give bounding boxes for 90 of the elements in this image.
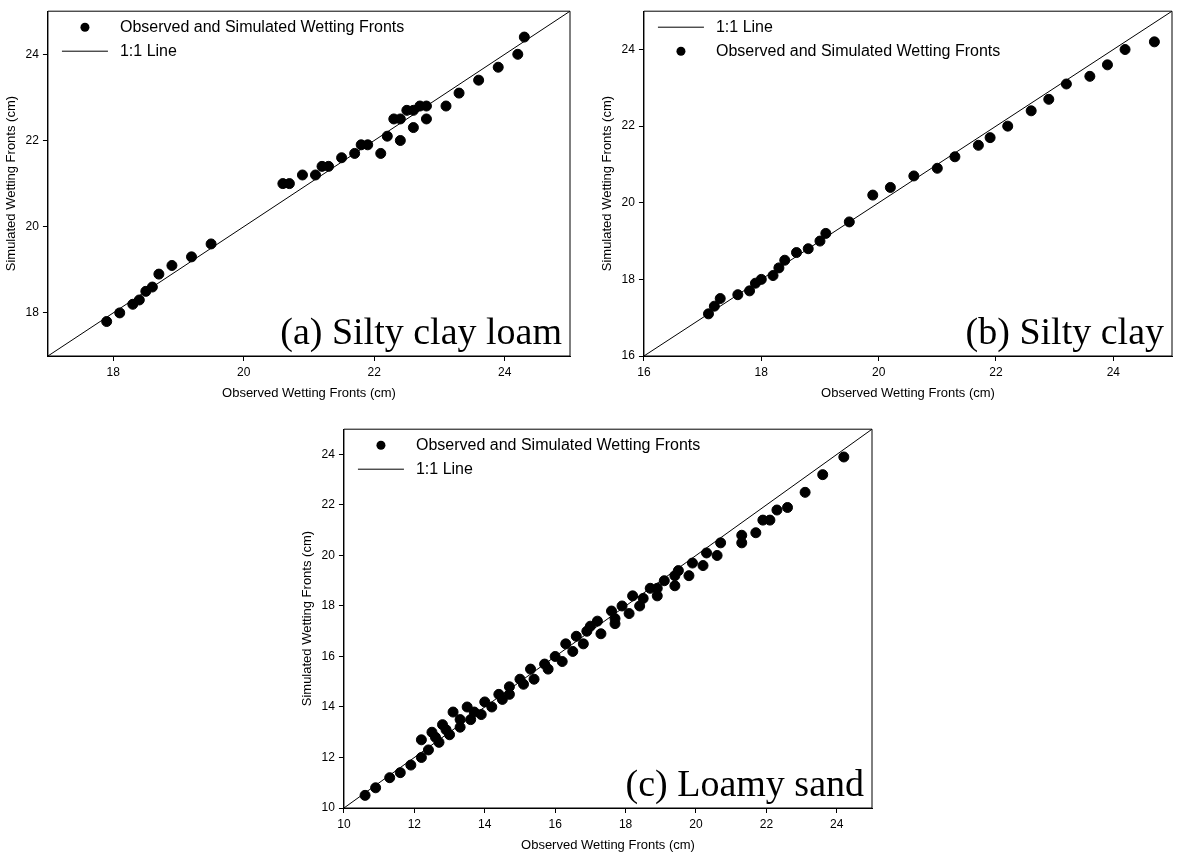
x-tick-label: 22 (759, 816, 774, 831)
point (884, 181, 896, 193)
point (453, 87, 465, 99)
y-tick-label: 18 (25, 305, 40, 320)
point (336, 152, 348, 164)
point (512, 48, 524, 60)
point (820, 227, 832, 239)
y-tick-label: 24 (25, 46, 40, 61)
point (931, 162, 943, 174)
legend-label: 1:1 Line (119, 41, 177, 59)
annotation: (b) Silty clay (965, 310, 1164, 353)
y-tick-label: 20 (321, 547, 336, 562)
point (133, 294, 145, 306)
point (1084, 70, 1096, 82)
y-tick-label: 20 (621, 195, 636, 210)
point (779, 254, 791, 266)
y-tick-label: 14 (321, 699, 336, 714)
point (867, 189, 879, 201)
x-axis-title: Observed Wetting Fronts (cm) (821, 384, 995, 400)
legend-label: Observed and Simulated Wetting Fronts (415, 435, 701, 453)
annotation: (a) Silty clay loam (280, 310, 562, 353)
y-tick-label: 24 (321, 446, 336, 461)
point (972, 139, 984, 151)
x-axis-title: Observed Wetting Fronts (cm) (521, 836, 695, 852)
y-tick-label: 22 (621, 118, 636, 133)
point (473, 74, 485, 86)
point (732, 289, 744, 301)
y-tick-label: 18 (321, 598, 336, 613)
x-tick-label: 12 (407, 816, 422, 831)
point (1025, 105, 1037, 117)
y-tick-label: 22 (321, 497, 336, 512)
point (349, 147, 361, 159)
x-tick-label: 20 (689, 816, 703, 831)
point (714, 293, 726, 305)
point (114, 307, 126, 319)
point (153, 268, 165, 280)
y-tick-label: 20 (25, 219, 40, 234)
point (1119, 44, 1131, 56)
x-tick-label: 24 (1106, 364, 1121, 379)
point (518, 31, 530, 43)
x-tick-label: 22 (367, 364, 382, 379)
point (1101, 59, 1113, 71)
x-tick-label: 20 (237, 364, 251, 379)
annotation: (c) Loamy sand (625, 762, 864, 805)
y-tick-label: 16 (621, 348, 636, 363)
point (394, 135, 406, 146)
legend-label: 1:1 Line (715, 17, 773, 35)
point (1043, 93, 1055, 105)
x-tick-label: 18 (106, 364, 121, 379)
point (186, 251, 198, 263)
legend-label: Observed and Simulated Wetting Fronts (715, 41, 1001, 59)
y-axis-title: Simulated Wetting Fronts (cm) (599, 95, 615, 272)
point (908, 170, 920, 182)
x-tick-label: 24 (830, 816, 844, 831)
x-tick-label: 20 (871, 364, 886, 379)
y-tick-label: 24 (621, 41, 636, 56)
y-tick-label: 18 (621, 271, 636, 286)
point (381, 130, 393, 142)
y-axis-title: Simulated Wetting Fronts (cm) (299, 530, 315, 707)
point (101, 316, 113, 328)
x-tick-label: 24 (498, 364, 512, 379)
point (1002, 120, 1014, 132)
x-tick-label: 16 (548, 816, 563, 831)
x-tick-label: 22 (989, 364, 1003, 379)
y-tick-label: 16 (321, 648, 336, 663)
point (407, 122, 419, 134)
point (984, 132, 996, 144)
x-axis-title: Observed Wetting Fronts (cm) (222, 384, 396, 400)
x-tick-label: 14 (478, 816, 492, 831)
point (296, 169, 308, 181)
point (420, 113, 432, 125)
y-axis-title: Simulated Wetting Fronts (cm) (3, 95, 19, 272)
y-tick-label: 10 (321, 800, 336, 815)
x-tick-label: 18 (754, 364, 769, 379)
x-tick-label: 10 (337, 816, 351, 831)
x-tick-label: 16 (637, 364, 651, 379)
point (375, 147, 387, 159)
legend-label: Observed and Simulated Wetting Fronts (119, 17, 405, 35)
point (1060, 78, 1072, 90)
point (205, 238, 217, 250)
y-tick-label: 12 (321, 749, 336, 764)
point (146, 281, 158, 293)
point (492, 61, 504, 73)
legend-label: 1:1 Line (415, 459, 473, 477)
point (791, 247, 802, 259)
point (440, 100, 452, 112)
point (1148, 36, 1160, 48)
point (310, 169, 321, 181)
point (166, 259, 178, 271)
y-tick-label: 22 (25, 132, 40, 147)
